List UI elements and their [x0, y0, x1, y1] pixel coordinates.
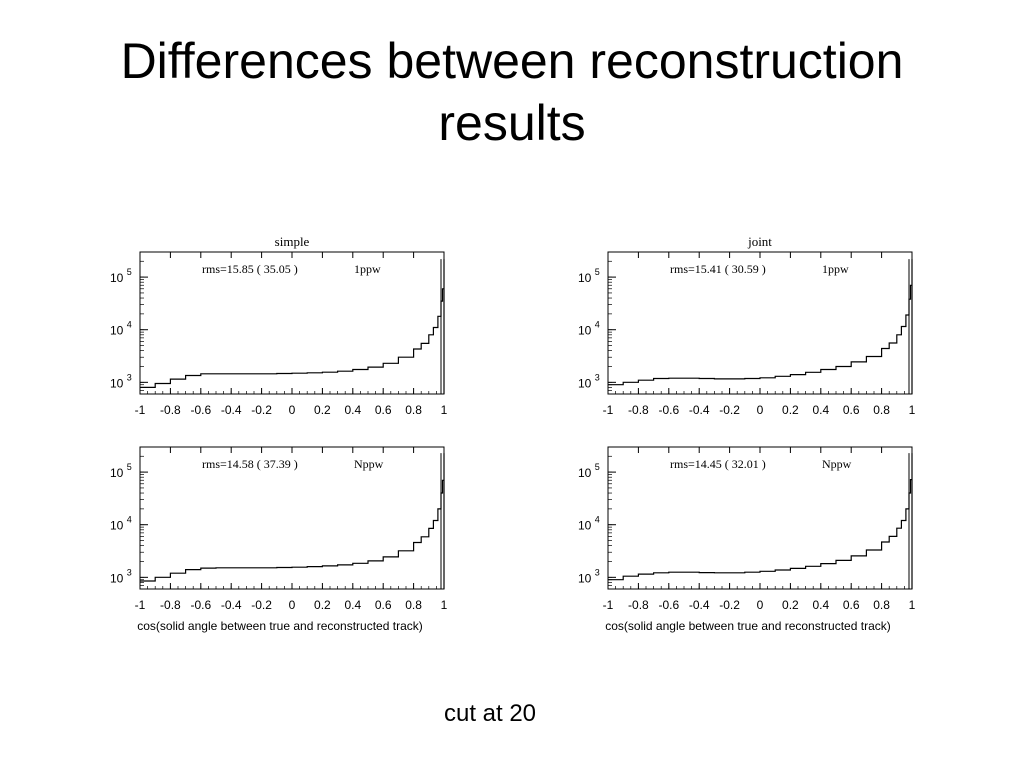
histogram-panel-3: rms=14.58 ( 37.39 ) Nppw -1 -0.8 -0.6 -0.4 -0.… — [110, 446, 448, 633]
y-tick-label: 10 5 — [578, 462, 600, 480]
x-tick-label: 1 — [441, 403, 448, 417]
y-tick-label: 10 5 — [110, 267, 132, 285]
x-tick-label: -0.8 — [160, 598, 181, 612]
slide-title-line-1: Differences between reconstruction — [120, 33, 904, 89]
x-tick-label: 1 — [909, 598, 916, 612]
x-tick-label: -1 — [135, 598, 146, 612]
y-tick-label: 10 5 — [110, 462, 132, 480]
x-tick-label: 0.4 — [344, 598, 361, 612]
histogram-line — [140, 259, 445, 394]
x-axis-label: cos(solid angle between true and reconst… — [605, 619, 891, 633]
x-tick-label: -0.2 — [719, 598, 740, 612]
plot-label: Nppw — [354, 457, 384, 471]
x-tick-label: -0.4 — [221, 403, 242, 417]
x-tick-label: -0.4 — [689, 403, 710, 417]
x-tick-label: 0 — [289, 403, 296, 417]
x-tick-label: 0 — [757, 403, 764, 417]
x-tick-label: -1 — [603, 598, 614, 612]
plot-label: Nppw — [822, 457, 852, 471]
rms-annotation: rms=14.58 ( 37.39 ) — [202, 457, 298, 471]
x-tick-label: -0.8 — [160, 403, 181, 417]
y-tick-label: 10 4 — [578, 320, 600, 338]
x-tick-label: 0.8 — [873, 403, 890, 417]
x-tick-label: 0.8 — [405, 403, 422, 417]
rms-annotation: rms=15.85 ( 35.05 ) — [202, 262, 298, 276]
x-tick-label: -0.4 — [221, 598, 242, 612]
slide-title: Differences between reconstruction resul… — [0, 30, 1024, 154]
x-tick-label: 0.2 — [314, 403, 331, 417]
x-tick-label: 0.8 — [405, 598, 422, 612]
x-tick-label: -0.2 — [251, 598, 272, 612]
histogram-line — [608, 453, 913, 589]
rms-annotation: rms=15.41 ( 30.59 ) — [670, 262, 766, 276]
y-tick-label: 10 4 — [110, 515, 132, 533]
x-tick-label: 0.6 — [843, 598, 860, 612]
y-tick-label: 10 3 — [110, 372, 132, 390]
x-tick-label: 0.6 — [375, 403, 392, 417]
footnote: cut at 20 — [443, 700, 537, 727]
y-tick-label: 10 4 — [578, 515, 600, 533]
plot-label: 1ppw — [822, 262, 849, 276]
x-tick-label: 0.2 — [314, 598, 331, 612]
x-tick-label: -0.4 — [689, 598, 710, 612]
histogram-line — [140, 453, 445, 589]
rms-annotation: rms=14.45 ( 32.01 ) — [670, 457, 766, 471]
x-tick-label: 0.4 — [344, 403, 361, 417]
slide-title-line-2: results — [438, 95, 586, 151]
x-tick-label: 0.4 — [812, 598, 829, 612]
x-axis-label: cos(solid angle between true and reconst… — [137, 619, 423, 633]
histogram-panel-4: rms=14.45 ( 32.01 ) Nppw -1 -0.8 -0.6 -0.4 -0.… — [578, 446, 916, 633]
y-tick-label: 10 3 — [578, 372, 600, 390]
x-tick-label: 0.8 — [873, 598, 890, 612]
x-tick-label: -0.6 — [658, 598, 679, 612]
plot-label: 1ppw — [354, 262, 381, 276]
y-tick-label: 10 3 — [110, 567, 132, 585]
x-tick-label: -0.2 — [251, 403, 272, 417]
x-tick-label: -0.8 — [628, 403, 649, 417]
y-tick-label: 10 4 — [110, 320, 132, 338]
y-tick-label: 10 3 — [578, 567, 600, 585]
x-tick-label: 0 — [289, 598, 296, 612]
plot-title: simple — [275, 234, 310, 249]
x-tick-label: 1 — [441, 598, 448, 612]
x-tick-label: 0.2 — [782, 403, 799, 417]
x-tick-label: 1 — [909, 403, 916, 417]
histogram-panel-2: joint rms=15.41 ( 30.59 ) 1ppw -1 -0.8 -0.6 -0… — [578, 234, 916, 417]
x-tick-label: -1 — [603, 403, 614, 417]
x-tick-label: -0.6 — [190, 403, 211, 417]
x-tick-label: -0.6 — [190, 598, 211, 612]
x-tick-label: 0.2 — [782, 598, 799, 612]
x-tick-label: -0.6 — [658, 403, 679, 417]
x-tick-label: -1 — [135, 403, 146, 417]
histogram-line — [608, 259, 913, 394]
x-tick-label: 0.6 — [843, 403, 860, 417]
x-tick-label: -0.2 — [719, 403, 740, 417]
plot-title: joint — [747, 234, 772, 249]
y-tick-label: 10 5 — [578, 267, 600, 285]
x-tick-label: 0.4 — [812, 403, 829, 417]
x-tick-label: 0 — [757, 598, 764, 612]
x-tick-label: -0.8 — [628, 598, 649, 612]
x-tick-label: 0.6 — [375, 598, 392, 612]
